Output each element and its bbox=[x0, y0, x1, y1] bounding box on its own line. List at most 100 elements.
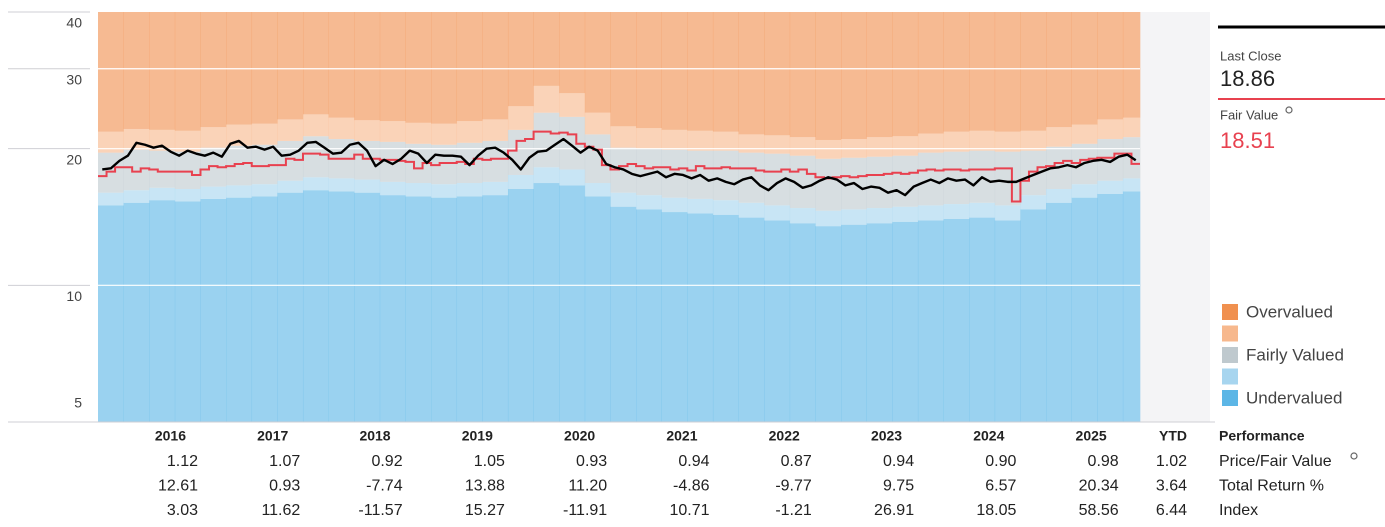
table-cell: 6.44 bbox=[1156, 502, 1187, 519]
valuation-band bbox=[738, 134, 765, 153]
valuation-band bbox=[123, 202, 150, 422]
valuation-band bbox=[226, 185, 253, 198]
table-cell: 0.94 bbox=[883, 453, 914, 470]
column-header: 2020 bbox=[564, 428, 595, 444]
fair-value-value: 18.51 bbox=[1220, 128, 1275, 153]
valuation-band bbox=[892, 206, 919, 222]
valuation-band bbox=[636, 128, 663, 149]
column-header: 2025 bbox=[1076, 428, 1107, 444]
valuation-band bbox=[123, 190, 150, 203]
valuation-band bbox=[584, 183, 611, 197]
valuation-band bbox=[866, 208, 893, 224]
valuation-band bbox=[636, 209, 663, 422]
valuation-band bbox=[917, 133, 944, 153]
valuation-band bbox=[584, 196, 611, 422]
valuation-band bbox=[687, 213, 714, 422]
valuation-band bbox=[738, 12, 765, 135]
table-cell: 1.12 bbox=[167, 453, 198, 470]
y-tick-label: 20 bbox=[66, 151, 82, 167]
valuation-band bbox=[328, 117, 355, 140]
valuation-band bbox=[661, 129, 688, 150]
valuation-band bbox=[764, 135, 791, 154]
valuation-band bbox=[482, 119, 509, 141]
valuation-band bbox=[841, 209, 867, 225]
valuation-band bbox=[943, 218, 970, 422]
valuation-band bbox=[866, 156, 893, 209]
fair-value-label: Fair Value bbox=[1220, 107, 1278, 122]
valuation-band bbox=[533, 167, 560, 184]
column-header: 2024 bbox=[973, 428, 1004, 444]
valuation-band bbox=[251, 123, 278, 145]
valuation-band bbox=[1020, 195, 1047, 210]
valuation-bands bbox=[98, 12, 1141, 422]
valuation-band bbox=[431, 12, 458, 124]
valuation-band bbox=[610, 192, 637, 207]
valuation-band bbox=[1071, 124, 1098, 144]
valuation-band bbox=[584, 12, 611, 113]
valuation-band bbox=[405, 122, 432, 144]
column-header: 2021 bbox=[666, 428, 697, 444]
valuation-band bbox=[1071, 184, 1098, 198]
table-cell: 0.93 bbox=[269, 478, 300, 495]
valuation-band bbox=[149, 12, 176, 130]
valuation-band bbox=[815, 139, 842, 159]
valuation-band bbox=[584, 134, 611, 184]
valuation-band bbox=[98, 205, 124, 422]
valuation-band bbox=[712, 214, 739, 422]
valuation-band bbox=[405, 183, 432, 197]
valuation-band bbox=[559, 93, 586, 117]
row-label: Index bbox=[1219, 502, 1258, 519]
table-cell: 0.92 bbox=[371, 453, 402, 470]
valuation-band bbox=[789, 223, 816, 422]
valuation-band bbox=[277, 119, 304, 141]
ytd-shade bbox=[1140, 12, 1210, 422]
valuation-band bbox=[354, 12, 381, 121]
valuation-band bbox=[1122, 117, 1141, 138]
legend-swatch bbox=[1222, 347, 1238, 363]
valuation-band bbox=[789, 12, 816, 138]
valuation-band bbox=[302, 190, 329, 422]
column-header: 2023 bbox=[871, 428, 902, 444]
valuation-band bbox=[431, 184, 458, 198]
column-header: 2017 bbox=[257, 428, 288, 444]
row-label-icon bbox=[1350, 452, 1358, 460]
valuation-band bbox=[302, 177, 329, 191]
valuation-band bbox=[994, 151, 1021, 206]
table-cell: 0.90 bbox=[985, 453, 1016, 470]
table-cell: 26.91 bbox=[874, 502, 914, 519]
valuation-band bbox=[507, 12, 534, 107]
valuation-band bbox=[789, 208, 816, 224]
price-line bbox=[102, 137, 1137, 197]
valuation-band bbox=[815, 210, 842, 227]
valuation-band bbox=[379, 141, 406, 182]
valuation-band bbox=[994, 12, 1021, 132]
column-header: 2022 bbox=[769, 428, 800, 444]
valuation-band bbox=[98, 12, 124, 132]
valuation-band bbox=[712, 150, 739, 201]
valuation-band bbox=[841, 12, 867, 140]
valuation-band bbox=[354, 140, 381, 180]
row-label: Total Return % bbox=[1219, 478, 1324, 495]
valuation-band bbox=[866, 137, 893, 157]
valuation-band bbox=[969, 130, 996, 151]
fair-value-line bbox=[98, 130, 1140, 203]
column-header: YTD bbox=[1159, 428, 1187, 444]
valuation-band bbox=[559, 12, 586, 94]
valuation-band bbox=[866, 223, 893, 422]
table-cell: -11.91 bbox=[563, 502, 607, 519]
grid: 5 10 20 30 40 bbox=[8, 11, 1215, 423]
valuation-band bbox=[636, 12, 663, 129]
valuation-band bbox=[994, 220, 1021, 422]
valuation-band bbox=[302, 114, 329, 137]
table-cell: 9.75 bbox=[883, 478, 914, 495]
valuation-band bbox=[892, 12, 919, 137]
valuation-band bbox=[1020, 209, 1047, 422]
legend-swatch bbox=[1222, 368, 1238, 385]
valuation-band bbox=[482, 181, 509, 196]
valuation-band bbox=[712, 12, 739, 132]
valuation-band bbox=[328, 191, 355, 422]
last-close-label: Last Close bbox=[1220, 48, 1281, 63]
table-cell: 1.02 bbox=[1156, 453, 1187, 470]
valuation-band bbox=[1020, 12, 1047, 131]
valuation-band bbox=[456, 183, 483, 197]
